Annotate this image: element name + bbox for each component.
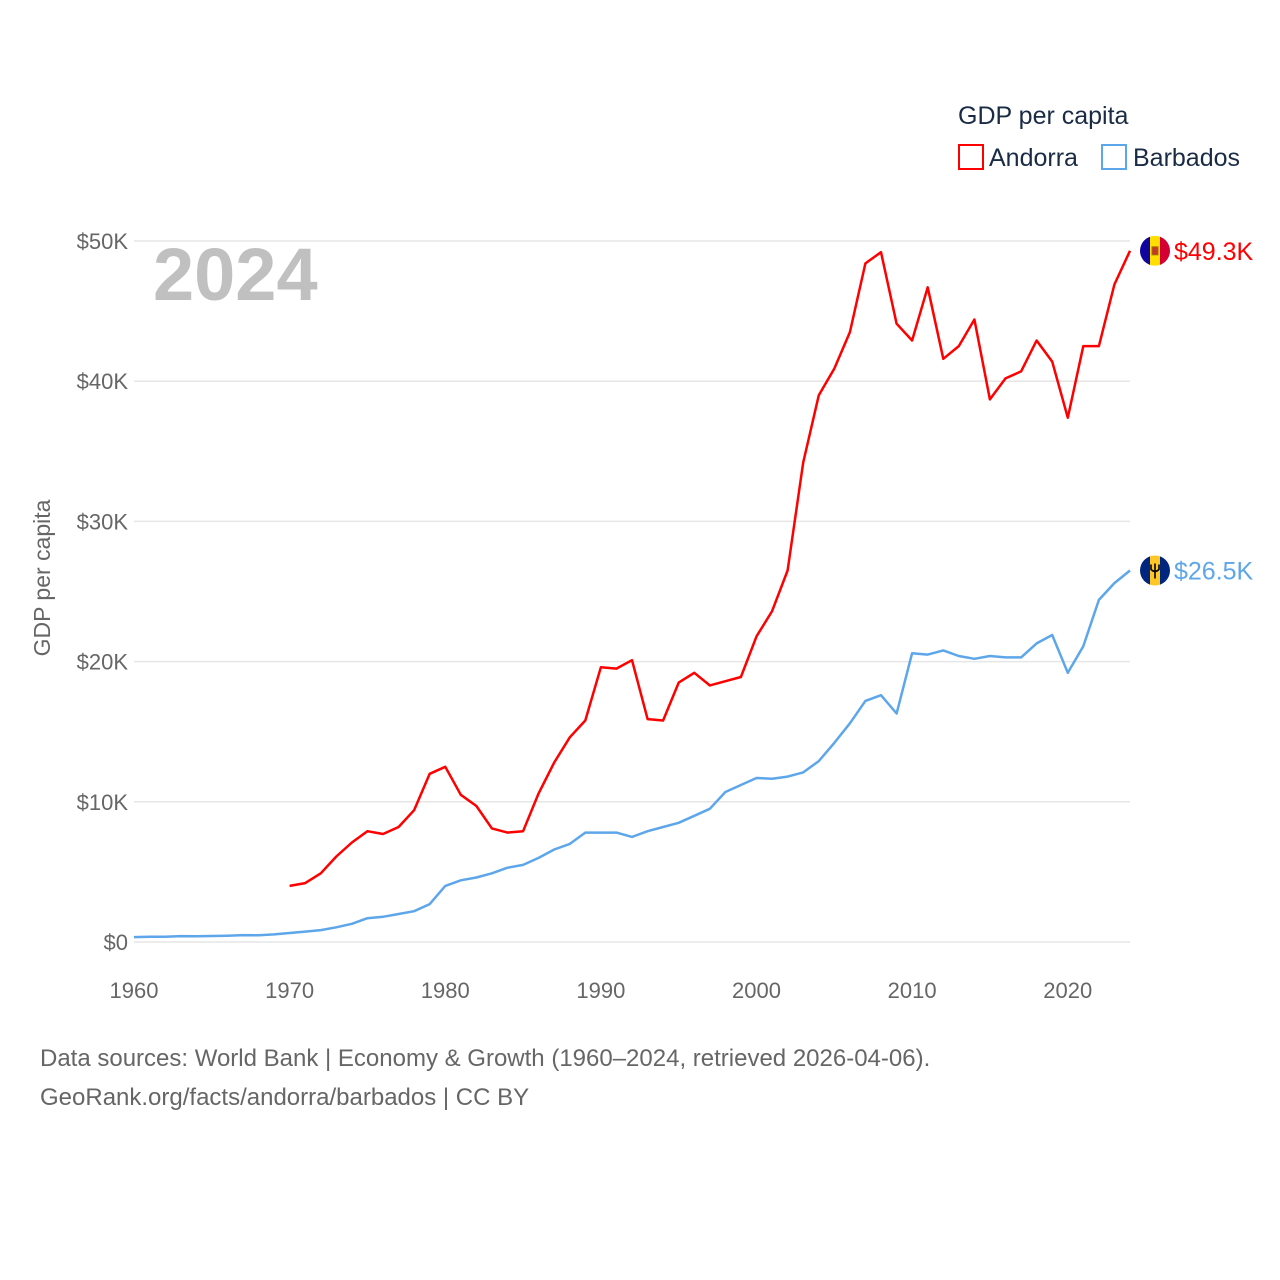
y-tick-label: $40K	[77, 369, 129, 394]
x-tick-label: 2000	[732, 978, 781, 1003]
y-tick-label: $20K	[77, 650, 129, 675]
series-line-barbados[interactable]	[133, 569, 1131, 939]
andorra-flag-icon	[1140, 235, 1170, 266]
x-tick-label: 1990	[576, 978, 625, 1003]
x-tick-label: 1980	[421, 978, 470, 1003]
footer-attribution[interactable]: GeoRank.org/facts/andorra/barbados | CC …	[40, 1084, 530, 1111]
legend-label-barbados[interactable]: Barbados	[1133, 144, 1240, 172]
legend-swatch-barbados[interactable]	[1101, 144, 1127, 170]
series-line-andorra[interactable]	[289, 250, 1132, 888]
x-tick-label: 2010	[888, 978, 937, 1003]
y-tick-label: $30K	[77, 509, 129, 534]
legend-swatch-andorra[interactable]	[958, 144, 984, 170]
legend-label-andorra[interactable]: Andorra	[989, 144, 1078, 172]
legend: GDP per capita Andorra Barbados	[958, 102, 1240, 172]
x-tick-label: 2020	[1043, 978, 1092, 1003]
y-axis-label: GDP per capita	[29, 499, 55, 656]
end-label-barbados: $26.5K	[1174, 557, 1254, 585]
year-label: 2024	[153, 233, 318, 316]
y-tick-label: $10K	[77, 790, 129, 815]
y-tick-label: $50K	[77, 229, 129, 254]
x-tick-label: 1960	[110, 978, 159, 1003]
legend-title: GDP per capita	[958, 102, 1129, 130]
end-label-andorra: $49.3K	[1174, 238, 1254, 266]
barbados-flag-icon	[1140, 555, 1170, 586]
y-tick-label: $0	[104, 930, 128, 955]
x-tick-label: 1970	[265, 978, 314, 1003]
footer-sources: Data sources: World Bank | Economy & Gro…	[40, 1045, 931, 1072]
